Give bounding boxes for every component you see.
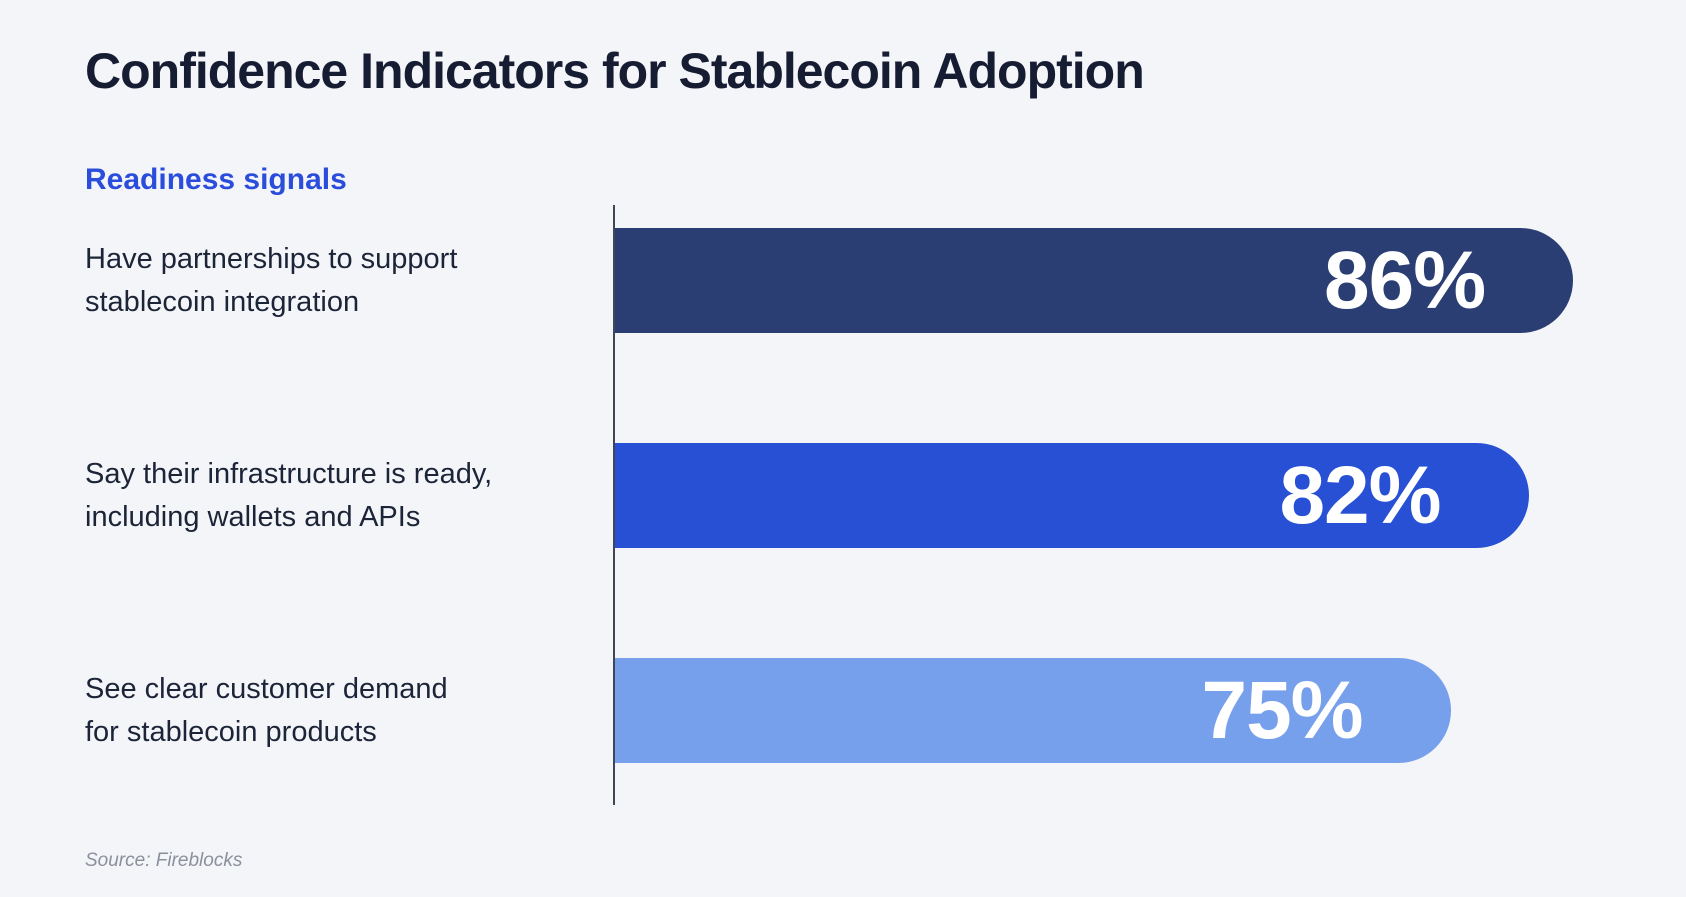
bar-row: Have partnerships to support stablecoin … <box>85 228 1640 333</box>
bar-customer-demand: 75% <box>615 658 1451 763</box>
bar-value-label: 86% <box>1324 234 1486 326</box>
page-title: Confidence Indicators for Stablecoin Ado… <box>85 43 1145 99</box>
source-note: Source: Fireblocks <box>85 850 243 871</box>
chart-group-label: Readiness signals <box>85 163 347 196</box>
bar-infrastructure: 82% <box>615 443 1529 548</box>
bar-category-label: Say their infrastructure is ready, inclu… <box>85 458 493 533</box>
bar-partnerships: 86% <box>615 228 1574 333</box>
bar-category-label: Have partnerships to support stablecoin … <box>85 243 458 318</box>
y-axis-line <box>613 205 615 805</box>
bar-chart: Have partnerships to support stablecoin … <box>85 205 1640 805</box>
bar-row: See clear customer demand for stablecoin… <box>85 658 1640 763</box>
bar-value-label: 82% <box>1279 449 1441 541</box>
bar-track: 82% <box>615 443 1640 548</box>
bar-track: 75% <box>615 658 1640 763</box>
bar-value-label: 75% <box>1201 664 1363 756</box>
bar-row: Say their infrastructure is ready, inclu… <box>85 443 1640 548</box>
bar-category-label: See clear customer demand for stablecoin… <box>85 673 448 748</box>
bar-track: 86% <box>615 228 1640 333</box>
